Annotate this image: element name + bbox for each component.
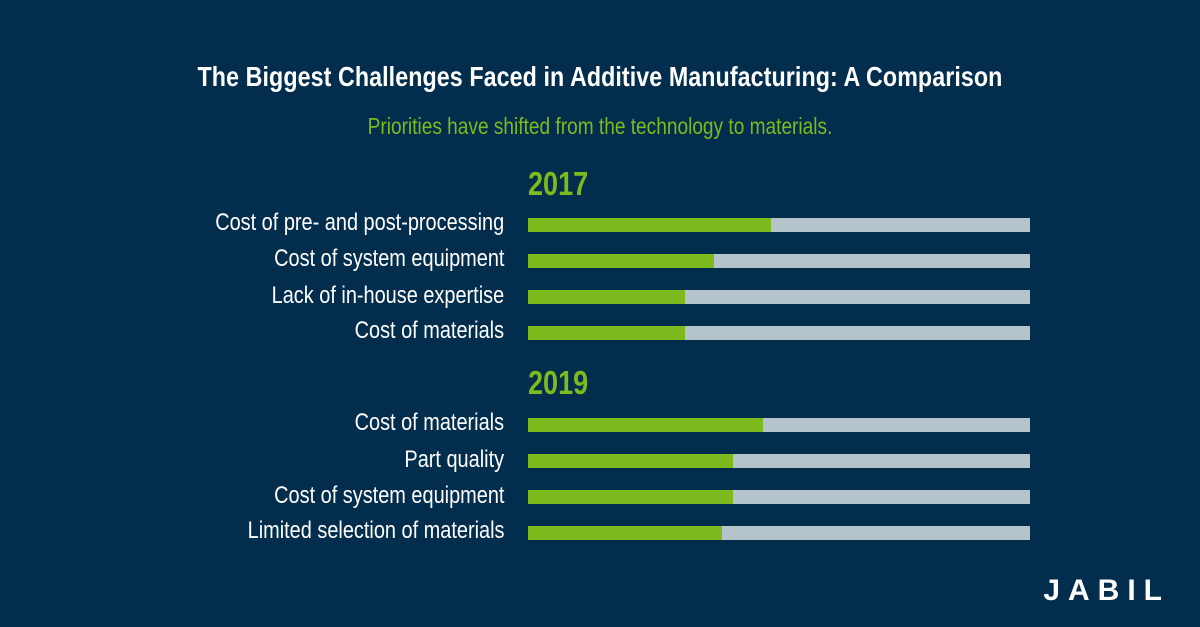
bar [528, 526, 722, 540]
group-label-2019: 2019 [528, 364, 589, 401]
bar-track [528, 454, 1030, 468]
bar-track [528, 290, 1030, 304]
bar-track [528, 490, 1030, 504]
bar-track [528, 254, 1030, 268]
bar [528, 490, 734, 504]
bar-track [528, 326, 1030, 340]
bar-label: Cost of system equipment [273, 482, 504, 509]
jabil-logo: JABIL [1043, 574, 1170, 607]
group-label-2017: 2017 [528, 165, 589, 202]
bar-label: Cost of materials [354, 317, 504, 344]
bar-track [528, 526, 1030, 540]
bar-label: Limited selection of materials [247, 517, 504, 544]
bar [528, 326, 686, 340]
bar-label: Lack of in-house expertise [271, 282, 504, 309]
bar-label: Cost of materials [354, 409, 504, 436]
bar-track [528, 418, 1030, 432]
bar [528, 290, 686, 304]
bar-label: Part quality [404, 446, 504, 473]
bar-label: Cost of system equipment [273, 245, 504, 272]
bar [528, 418, 763, 432]
bar-track [528, 218, 1030, 232]
bar [528, 454, 734, 468]
chart-title: The Biggest Challenges Faced in Additive… [197, 61, 1003, 92]
bar [528, 254, 714, 268]
bar-label: Cost of pre- and post-processing [215, 209, 504, 236]
bar [528, 218, 771, 232]
chart-subtitle: Priorities have shifted from the technol… [367, 113, 833, 139]
